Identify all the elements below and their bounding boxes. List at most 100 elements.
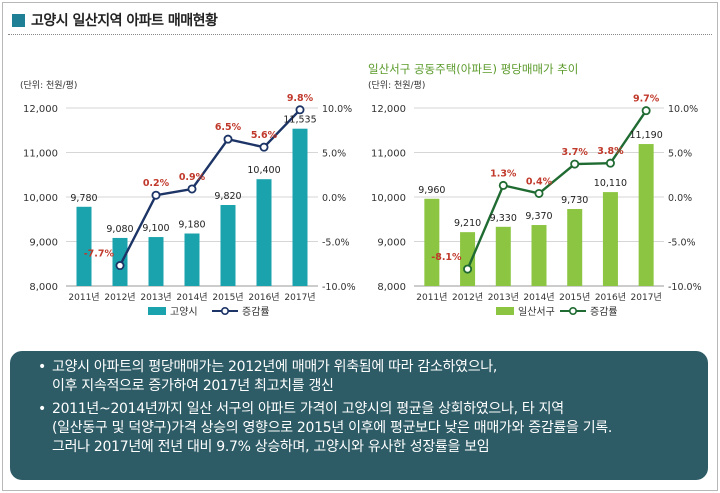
legend-bar-label: 고양시 [170, 306, 198, 318]
bar-value-label: 9,370 [525, 211, 552, 222]
x-axis-tick-label: 2015년 [559, 292, 590, 303]
page-header: 고양시 일산지역 아파트 매매현황 [12, 10, 218, 30]
rate-value-label: 5.6% [251, 130, 278, 141]
rate-value-label: 3.8% [597, 146, 624, 157]
y-axis-tick-label: 12,000 [371, 104, 406, 115]
y2-axis-tick-label: 0.0% [322, 193, 346, 204]
rate-value-label: 9.7% [633, 94, 660, 105]
bar [460, 232, 476, 286]
title-divider [8, 34, 712, 35]
summary-list: 고양시 아파트의 평당매매가는 2012년에 매매가 위축됨에 따라 감소하였으… [38, 358, 706, 461]
summary-text: 이후 지속적으로 증가하여 2017년 최고치를 갱신 [52, 378, 334, 394]
rate-value-label: -8.1% [431, 252, 462, 263]
x-axis-tick-label: 2017년 [631, 292, 662, 303]
bar [148, 237, 164, 286]
y2-axis-tick-label: 10.0% [668, 104, 698, 115]
summary-box: 고양시 아파트의 평당매매가는 2012년에 매매가 위축됨에 따라 감소하였으… [10, 351, 708, 480]
rate-point [295, 105, 305, 115]
legend-bar-swatch [148, 307, 166, 315]
y-axis-tick-label: 12,000 [23, 104, 58, 115]
rate-value-label: -7.7% [84, 249, 115, 260]
x-axis-tick-label: 2011년 [416, 292, 447, 303]
x-axis-tick-label: 2011년 [68, 292, 99, 303]
bar [495, 226, 511, 286]
summary-bullet-1: 고양시 아파트의 평당매매가는 2012년에 매매가 위축됨에 따라 감소하였으… [38, 358, 706, 396]
y-axis-tick-label: 9,000 [377, 238, 406, 249]
y2-axis-tick-label: -10.0% [322, 282, 356, 293]
bar-value-label: 9,330 [490, 213, 517, 224]
y-axis-tick-label: 10,000 [371, 193, 406, 204]
x-axis-tick-label: 2016년 [248, 292, 279, 303]
rate-point [605, 158, 615, 168]
rate-value-label: 0.9% [179, 172, 206, 183]
rate-point [151, 190, 161, 200]
rate-value-label: 0.4% [526, 176, 553, 187]
y2-axis-tick-label: 5.0% [668, 149, 692, 160]
rate-value-label: 1.3% [490, 168, 517, 179]
x-axis-tick-label: 2016년 [595, 292, 626, 303]
legend-bar-swatch [496, 307, 514, 315]
y-axis-tick-label: 11,000 [371, 149, 406, 160]
y2-axis-tick-label: 10.0% [322, 104, 352, 115]
bar [292, 128, 308, 286]
x-axis-tick-label: 2014년 [176, 292, 207, 303]
rate-point [570, 159, 580, 169]
y2-axis-tick-label: 0.0% [668, 193, 692, 204]
bar [531, 225, 547, 286]
unit-label: (단위: 천원/평) [20, 80, 77, 91]
x-axis-tick-label: 2013년 [488, 292, 519, 303]
rate-point [115, 261, 125, 271]
bar-value-label: 9,210 [454, 218, 481, 229]
y-axis-tick-label: 8,000 [377, 282, 406, 293]
x-axis-tick-label: 2012년 [452, 292, 483, 303]
y-axis-tick-label: 10,000 [23, 193, 58, 204]
rate-point [641, 106, 651, 116]
bar-value-label: 9,180 [178, 219, 205, 230]
rate-point [534, 188, 544, 198]
bar [76, 206, 92, 286]
bar-value-label: 11,535 [283, 115, 316, 126]
y2-axis-tick-label: -5.0% [322, 238, 350, 249]
summary-text: (일산동구 및 덕양구)가격 상승의 영향으로 2015년 이후에 평균보다 낮… [52, 420, 613, 436]
bar-value-label: 9,820 [214, 191, 241, 202]
y-axis-tick-label: 9,000 [29, 238, 58, 249]
bar-value-label: 9,960 [418, 185, 445, 196]
legend-line-marker [568, 306, 577, 315]
bar-value-label: 11,190 [630, 130, 663, 141]
x-axis-tick-label: 2012년 [104, 292, 135, 303]
legend-bar-label: 일산서구 [518, 306, 555, 318]
bar-value-label: 9,100 [142, 223, 169, 234]
title-marker [12, 13, 25, 27]
chart-title: 일산서구 공동주택(아파트) 평당매매가 추이 [368, 62, 578, 76]
x-axis-tick-label: 2013년 [140, 292, 171, 303]
legend-line-marker [221, 306, 230, 315]
summary-text: 2011년~2014년까지 일산 서구의 아파트 가격이 고양시의 평균을 상회… [52, 401, 564, 417]
bar-value-label: 9,730 [561, 195, 588, 206]
bar-value-label: 10,400 [247, 165, 280, 176]
rate-point [259, 142, 269, 152]
rate-value-label: 0.2% [143, 178, 170, 189]
bar [567, 209, 583, 286]
bar-value-label: 9,080 [106, 224, 133, 235]
legend-line-label: 증감률 [242, 306, 270, 318]
x-axis-tick-label: 2017년 [284, 292, 315, 303]
summary-bullet-2: 2011년~2014년까지 일산 서구의 아파트 가격이 고양시의 평균을 상회… [38, 400, 706, 457]
rate-line [466, 110, 648, 270]
rate-point [223, 134, 233, 144]
bar [256, 179, 272, 286]
bar [184, 233, 200, 286]
bar-value-label: 10,110 [594, 178, 627, 189]
rate-line [118, 108, 301, 267]
y2-axis-tick-label: 5.0% [322, 149, 346, 160]
rate-point [187, 184, 197, 194]
charts-area: (단위: 천원/평) 8,000 9,000 10,000 11,000 12,000 -1… [20, 62, 702, 318]
x-axis-tick-label: 2015년 [212, 292, 243, 303]
rate-point [498, 180, 508, 190]
page-title: 고양시 일산지역 아파트 매매현황 [31, 13, 218, 29]
y-axis-tick-label: 8,000 [29, 282, 58, 293]
bar [602, 192, 618, 286]
x-axis-tick-label: 2014년 [523, 292, 554, 303]
rate-value-label: 6.5% [215, 122, 242, 133]
unit-label: (단위: 천원/평) [368, 80, 425, 91]
